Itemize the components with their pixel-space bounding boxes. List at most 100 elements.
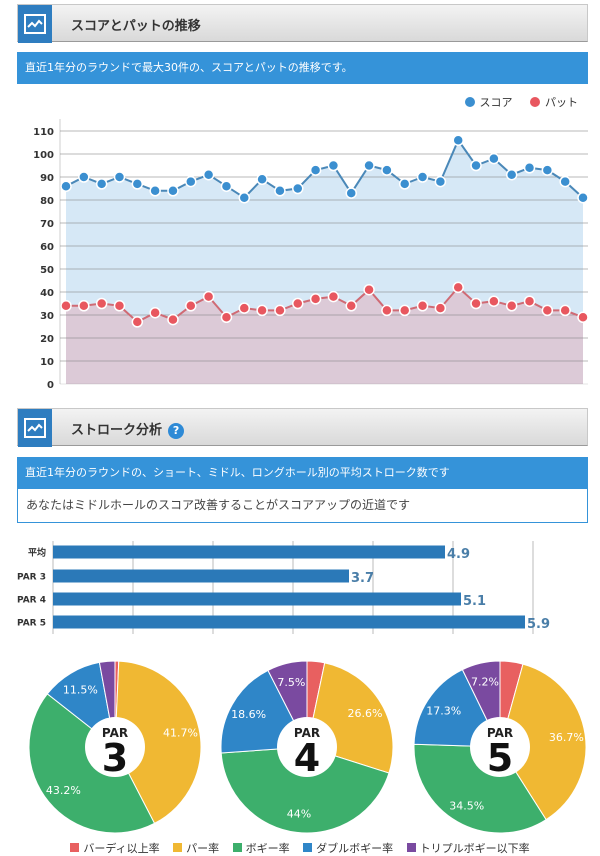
y-tick-label: 60	[40, 242, 54, 253]
value-label: 3.7	[351, 571, 374, 586]
score-point	[363, 159, 375, 172]
center-number: 3	[102, 736, 128, 780]
y-tick-label: 40	[40, 288, 54, 299]
putt-point	[167, 313, 179, 326]
bar	[53, 569, 349, 583]
stroke-bar-chart: 平均 4.9 PAR 3 3.7 PAR 4 5.1 PAR 5 5.9	[17, 541, 550, 634]
y-tick-label: 100	[33, 150, 54, 161]
section-title: スコアとパットの推移	[71, 19, 201, 34]
putt-point	[559, 304, 571, 317]
score-point	[113, 171, 126, 183]
legend-label: バーディ以上率	[83, 842, 160, 855]
pie-slice	[114, 660, 202, 825]
score-point	[131, 178, 144, 190]
legend-swatch	[232, 843, 242, 852]
putt-point	[505, 300, 518, 312]
score-point	[381, 164, 393, 176]
center-number: 4	[294, 736, 320, 780]
score-point	[434, 175, 447, 188]
category-label: PAR 3	[17, 573, 46, 583]
slice-label: 17.3%	[426, 705, 461, 718]
legend-item-triple-bogey[interactable]: トリプルボギー以下率	[406, 842, 530, 855]
pie-center	[277, 717, 337, 777]
putt-point	[577, 311, 589, 324]
line-chart-icon	[18, 409, 52, 447]
legend-item-birdie[interactable]: バーディ以上率	[70, 842, 160, 855]
section-description: 直近1年分のラウンドで最大30件の、スコアとパットの推移です。	[17, 52, 588, 84]
putt-point	[434, 302, 447, 314]
section-description: 直近1年分のラウンドの、ショート、ミドル、ロングホール別の平均ストローク数です	[17, 457, 588, 489]
y-tick-label: 10	[40, 357, 54, 368]
score-point	[78, 171, 90, 183]
score-point	[95, 178, 108, 190]
score-point	[238, 191, 251, 204]
score-point	[345, 187, 357, 199]
category-label: 平均	[28, 547, 46, 559]
legend-label: パー率	[186, 842, 220, 855]
score-point	[577, 191, 589, 204]
pie-center	[470, 717, 530, 777]
putt-point	[363, 283, 375, 296]
legend-swatch	[173, 843, 183, 852]
legend-item-par[interactable]: パー率	[173, 842, 219, 855]
help-icon[interactable]: ?	[168, 422, 185, 439]
putt-point	[327, 290, 340, 303]
putt-point	[345, 300, 357, 312]
y-tick-label: 20	[40, 334, 54, 345]
legend-swatch-putt	[530, 97, 540, 107]
score-point	[541, 164, 554, 176]
putt-area	[66, 287, 583, 384]
score-point	[220, 180, 233, 192]
section-header-stroke-analysis: ストローク分析?	[17, 408, 588, 447]
score-point	[292, 182, 304, 195]
center-number: 5	[487, 736, 513, 780]
putt-point	[238, 302, 251, 314]
legend-swatch-score	[464, 97, 475, 107]
putt-point	[202, 290, 215, 303]
slice-label: 7.2%	[471, 676, 499, 689]
score-putt-line-chart: 0 10 20 30 40 50 60 70 80 90 100 110	[33, 119, 589, 391]
section-header-score-putt: スコアとパットの推移	[17, 4, 588, 43]
legend-item-bogey[interactable]: ボギー率	[232, 842, 290, 855]
section-title-text: ストローク分析	[71, 423, 163, 438]
putt-point	[95, 297, 108, 310]
legend-swatch	[303, 843, 313, 852]
score-point	[327, 159, 340, 172]
value-label: 4.9	[447, 547, 470, 562]
advice-text: あなたはミドルホールのスコア改善することがスコアアップの近道です	[17, 489, 588, 523]
slice-label: 18.6%	[231, 708, 266, 721]
score-point	[470, 159, 482, 172]
legend-item-double-bogey[interactable]: ダブルボギー率	[303, 842, 393, 855]
putt-point	[470, 297, 482, 310]
slice-label: 44%	[287, 808, 311, 821]
category-label: PAR 5	[17, 619, 46, 629]
putt-point	[256, 304, 268, 317]
score-point	[523, 162, 536, 174]
putt-point	[220, 311, 233, 324]
putt-point	[274, 304, 286, 317]
slice-label: 26.6%	[347, 707, 382, 720]
putt-point	[309, 293, 322, 305]
slice-label: 34.5%	[449, 799, 484, 812]
value-label: 5.1	[463, 594, 486, 609]
putt-point	[113, 300, 126, 312]
pie-legend: バーディ以上率 パー率 ボギー率 ダブルボギー率 トリプルボギー以下率	[0, 840, 600, 856]
score-point	[149, 185, 161, 197]
putt-point	[131, 316, 144, 328]
legend-item-score[interactable]: スコア	[464, 96, 513, 109]
pie-center	[85, 717, 145, 777]
putt-point	[398, 304, 411, 317]
slice-label: 36.7%	[549, 731, 584, 744]
y-tick-label: 30	[40, 311, 54, 322]
score-point	[398, 178, 411, 190]
legend-item-putt[interactable]: パット	[530, 96, 578, 109]
pie-slice	[220, 746, 390, 834]
legend-label: スコア	[479, 96, 513, 109]
putt-point	[60, 300, 72, 312]
value-label: 5.9	[527, 617, 550, 632]
score-point	[309, 164, 322, 176]
slice-label: 43.2%	[46, 784, 81, 797]
